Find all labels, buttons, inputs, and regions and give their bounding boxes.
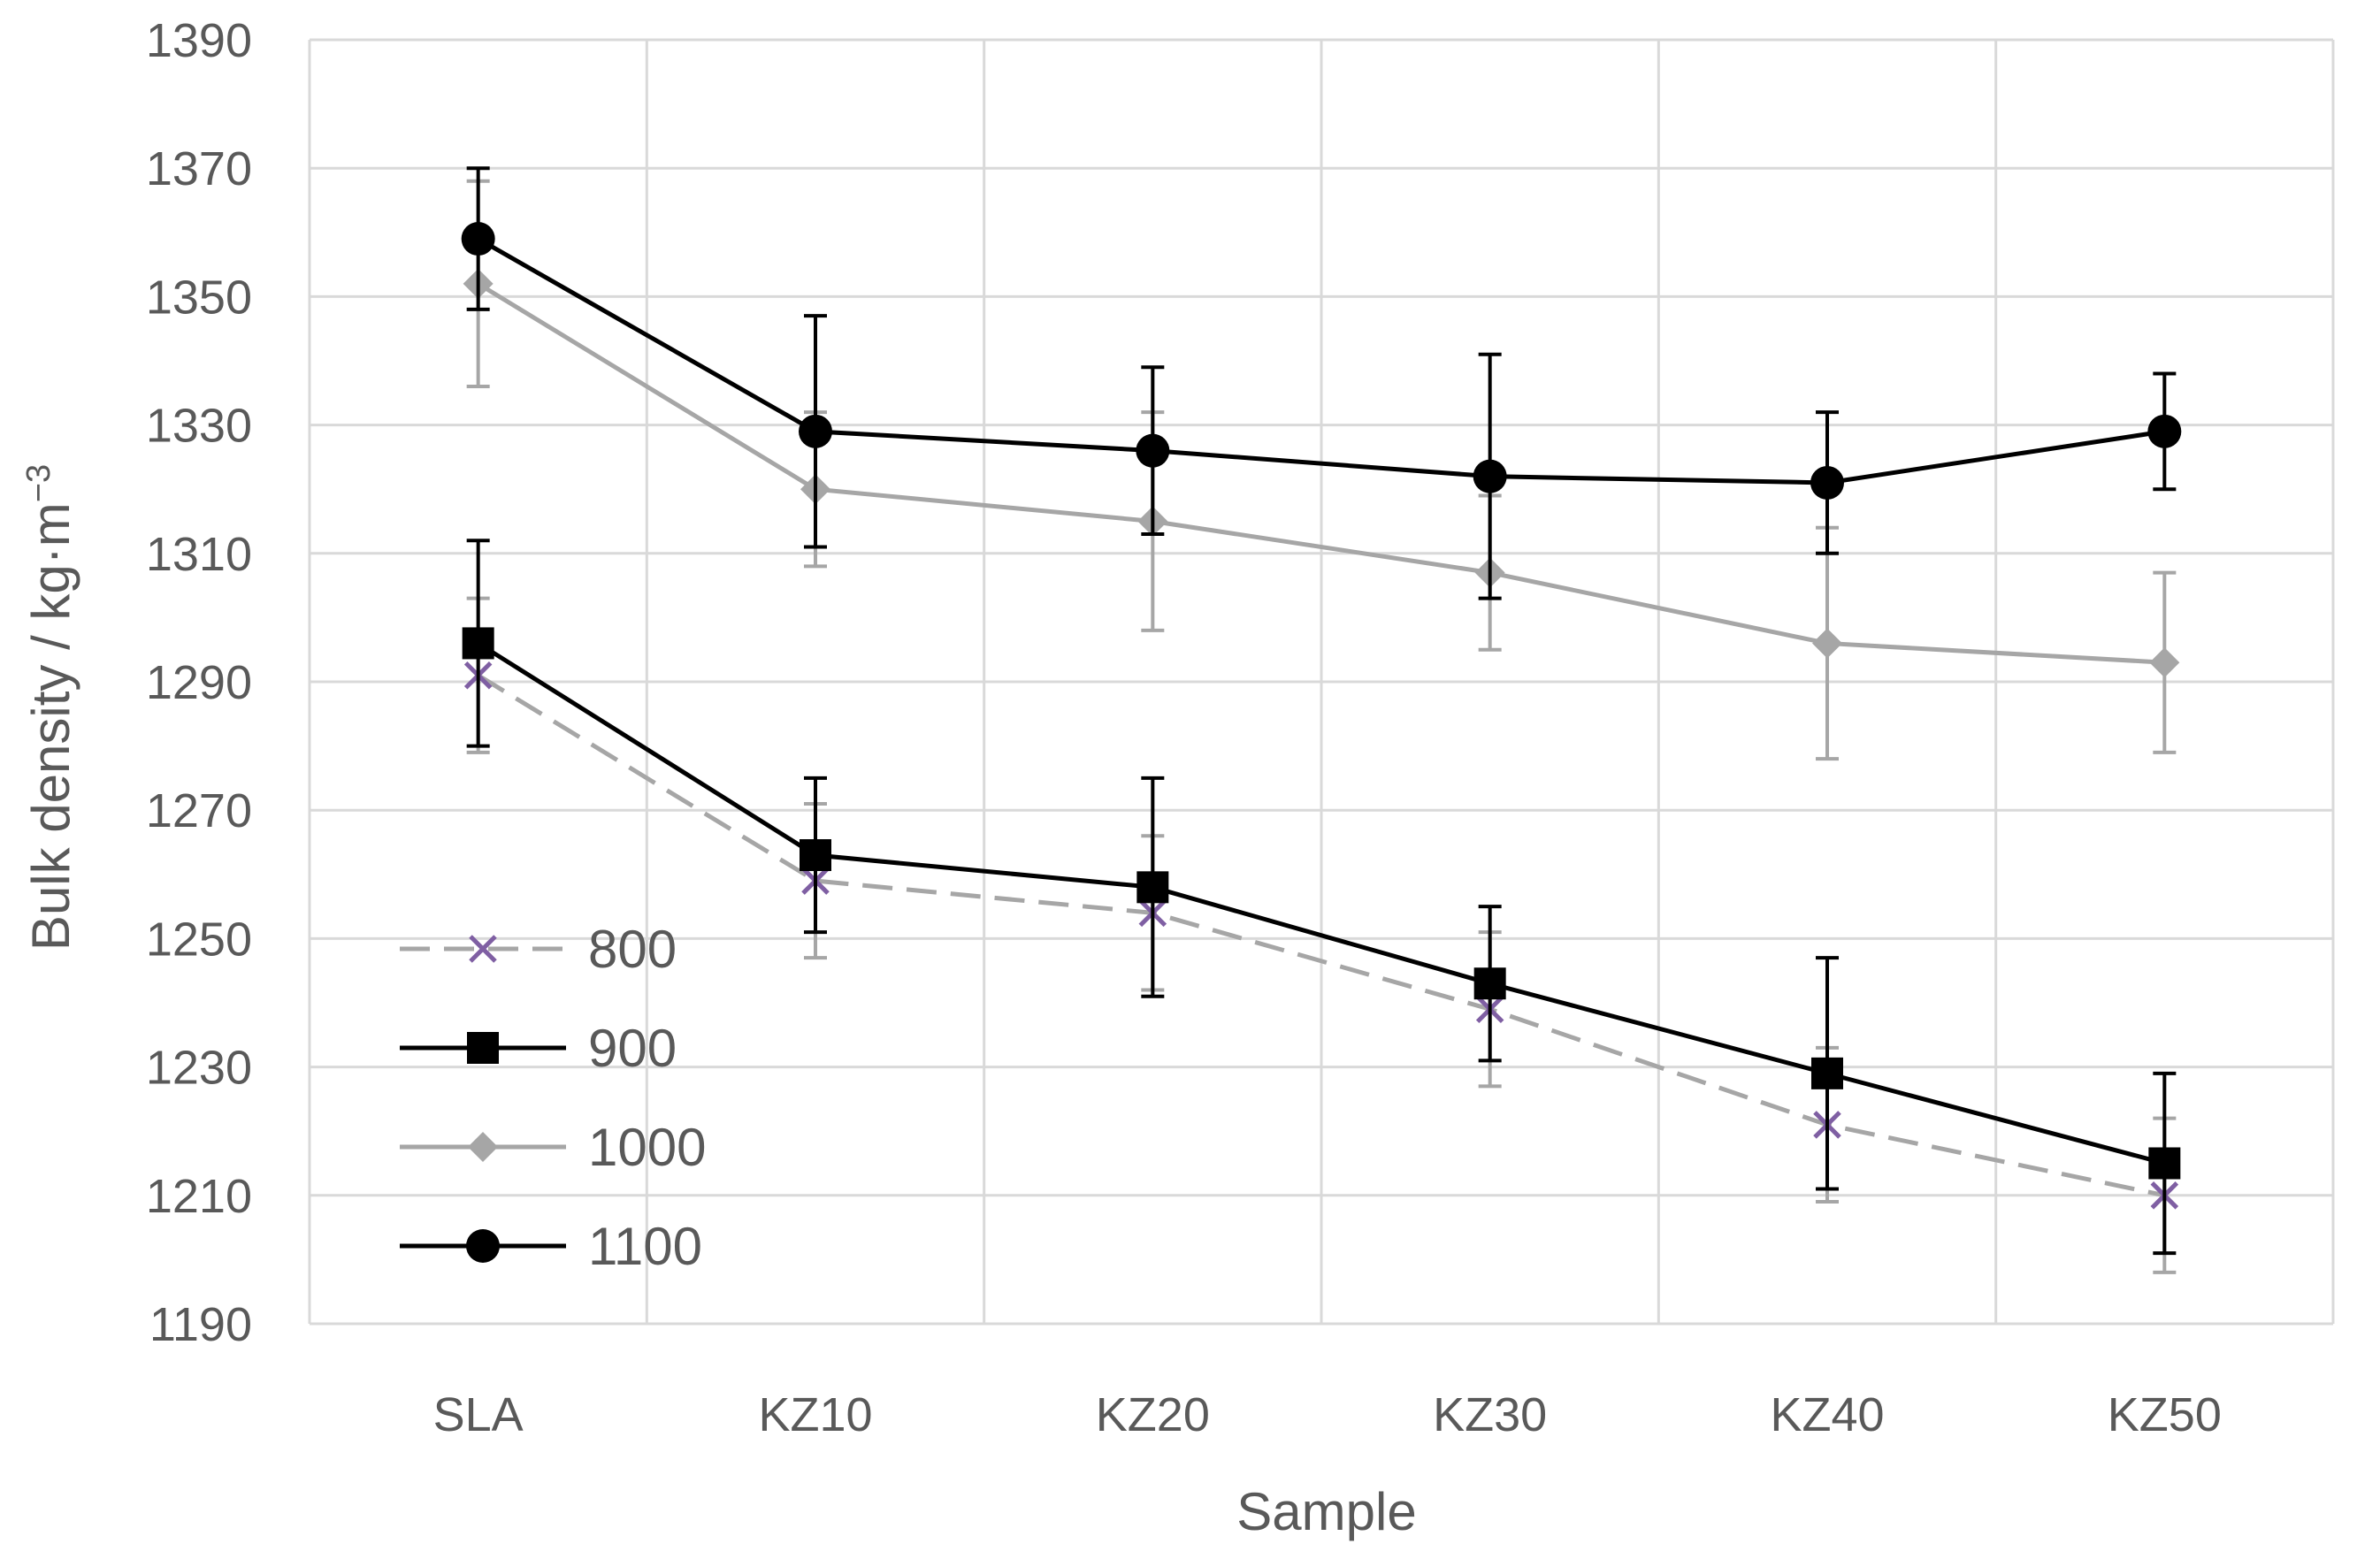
legend-marker xyxy=(467,1032,499,1064)
y-axis-ticks: 1190 1210 1230 1250 1270 1290 1310 1330 1350 1370… xyxy=(146,14,252,1351)
series-900 xyxy=(462,539,2181,1256)
x-tick-label: KZ30 xyxy=(1433,1388,1547,1441)
y-tick-label: 1350 xyxy=(146,271,252,324)
data-point-1100 xyxy=(2147,414,2182,448)
legend-marker xyxy=(468,1132,498,1162)
legend: 800 900 1000 1100 xyxy=(400,920,706,1276)
x-axis-ticks: SLA KZ10 KZ20 KZ30 KZ40 KZ50 xyxy=(433,1388,2222,1441)
legend-marker xyxy=(469,935,497,963)
data-point-900 xyxy=(800,839,831,872)
data-point-900 xyxy=(2148,1147,2181,1180)
x-tick-label: KZ20 xyxy=(1096,1388,1210,1441)
y-tick-label: 1330 xyxy=(146,400,252,453)
legend-item-900: 900 xyxy=(400,1019,677,1078)
legend-label: 900 xyxy=(588,1019,677,1078)
series-line-1000 xyxy=(477,281,2165,665)
series-layer xyxy=(461,166,2182,1274)
series-line-900 xyxy=(477,641,2165,1165)
data-point-1100 xyxy=(1473,459,1507,493)
data-point-900 xyxy=(1473,967,1506,1000)
data-point-1100 xyxy=(461,222,495,256)
series-1000 xyxy=(463,179,2180,761)
legend-item-1100: 1100 xyxy=(400,1217,702,1276)
x-tick-label: KZ40 xyxy=(1770,1388,1884,1441)
y-tick-label: 1390 xyxy=(146,14,252,67)
legend-item-1000: 1000 xyxy=(400,1118,706,1177)
data-point-1100 xyxy=(1810,465,1844,500)
y-axis-title-superscript: −3 xyxy=(20,464,57,502)
legend-marker xyxy=(466,1229,500,1263)
y-tick-label: 1230 xyxy=(146,1042,252,1095)
y-tick-label: 1370 xyxy=(146,142,252,195)
data-point-900 xyxy=(1811,1057,1843,1089)
data-point-900 xyxy=(1136,871,1169,904)
data-point-1000 xyxy=(2149,647,2180,678)
series-line-800 xyxy=(477,673,2165,1198)
series-1100 xyxy=(461,166,2182,600)
y-tick-label: 1210 xyxy=(146,1170,252,1223)
x-axis-title: Sample xyxy=(1236,1482,1416,1541)
data-point-1100 xyxy=(799,414,832,448)
data-point-1100 xyxy=(1136,433,1170,468)
legend-item-800: 800 xyxy=(400,920,677,979)
x-tick-label: KZ50 xyxy=(2108,1388,2222,1441)
data-point-900 xyxy=(462,627,494,660)
legend-label: 1000 xyxy=(588,1118,706,1177)
x-tick-label: SLA xyxy=(433,1388,524,1441)
data-point-1000 xyxy=(1812,628,1842,659)
y-tick-label: 1290 xyxy=(146,656,252,709)
series-line-1100 xyxy=(477,236,2165,485)
y-axis-title: Bulk density / kg·m−3 xyxy=(20,464,80,951)
y-tick-label: 1270 xyxy=(146,784,252,837)
y-tick-label: 1250 xyxy=(146,913,252,966)
grid xyxy=(308,38,2335,1326)
y-axis-title-main: Bulk density / kg·m xyxy=(21,502,80,951)
legend-label: 1100 xyxy=(588,1217,702,1276)
x-tick-label: KZ10 xyxy=(758,1388,872,1441)
y-tick-label: 1190 xyxy=(149,1298,252,1351)
y-tick-label: 1310 xyxy=(146,528,252,581)
legend-label: 800 xyxy=(588,920,677,979)
